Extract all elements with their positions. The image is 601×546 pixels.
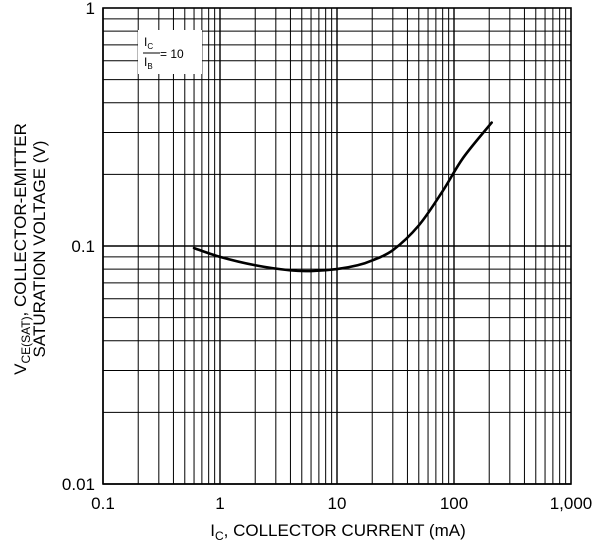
x-tick-labels: 0.1 1 10 100 1,000 <box>91 494 592 513</box>
annotation-background <box>138 30 202 74</box>
y-tick-labels: 1 0.1 0.01 <box>62 0 95 494</box>
annotation-denominator: IB <box>144 55 153 71</box>
x-tick-label: 1,000 <box>550 494 593 513</box>
ratio-annotation: IC IB = 10 <box>138 30 202 74</box>
plot-frame <box>102 7 572 485</box>
y-tick-label: 0.01 <box>62 475 95 494</box>
annotation-numerator: IC <box>144 35 153 51</box>
grid-layer <box>102 8 571 485</box>
x-tick-label: 100 <box>440 494 468 513</box>
saturation-voltage-curve <box>192 121 493 273</box>
x-axis-label: IC, COLLECTOR CURRENT (mA) <box>210 521 466 543</box>
x-tick-label: 10 <box>328 494 347 513</box>
y-axis-label-line1: VCE(SAT), COLLECTOR-EMITTER <box>11 123 33 375</box>
y-tick-label: 1 <box>86 0 95 18</box>
y-axis-label-line2: SATURATION VOLTAGE (V) <box>30 141 49 358</box>
y-tick-label: 0.1 <box>71 237 95 256</box>
y-axis-label: VCE(SAT), COLLECTOR-EMITTER SATURATION V… <box>11 123 49 375</box>
annotation-value: = 10 <box>160 47 184 61</box>
x-tick-label: 1 <box>215 494 224 513</box>
series-layer <box>192 121 493 273</box>
x-tick-label: 0.1 <box>91 494 115 513</box>
